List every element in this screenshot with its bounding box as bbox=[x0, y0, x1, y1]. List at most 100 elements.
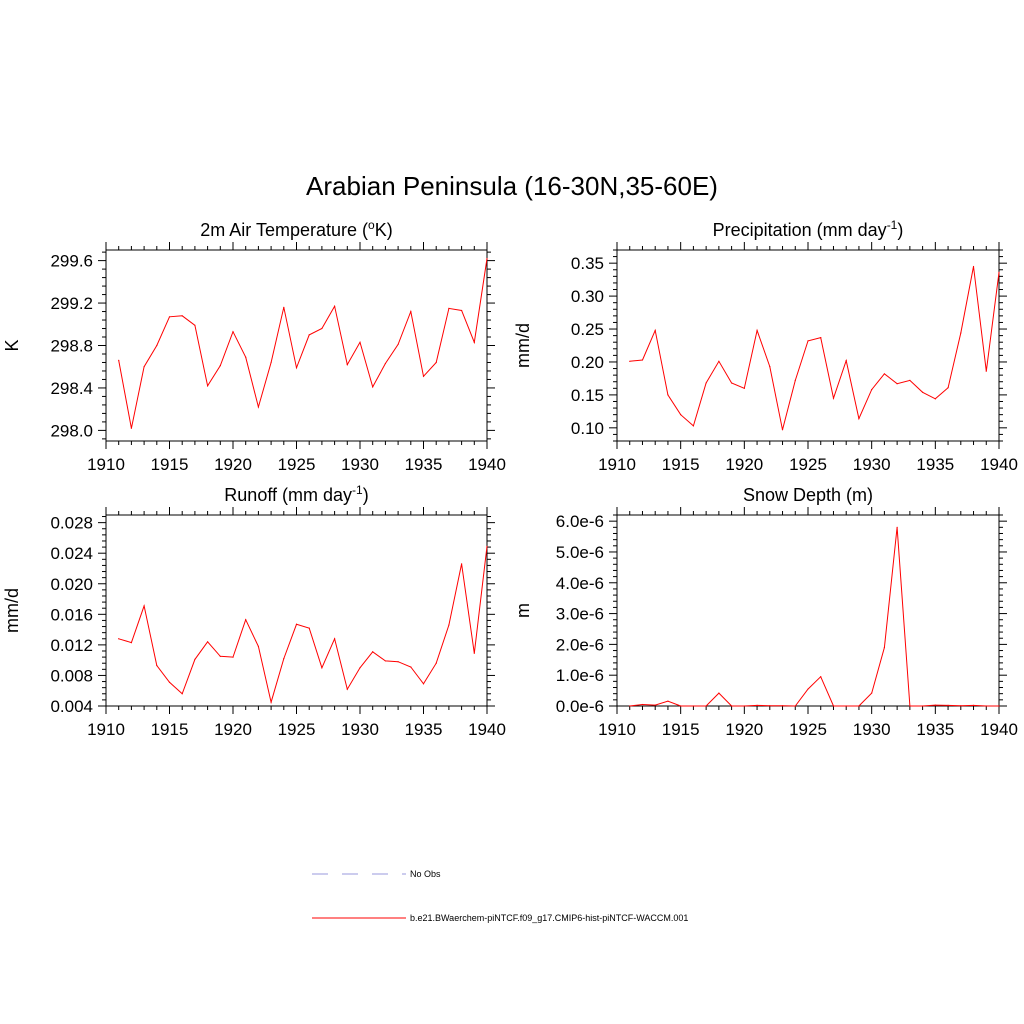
data-point bbox=[334, 638, 336, 640]
y-tick-label: 0.028 bbox=[50, 514, 93, 533]
y-axis-label: mm/d bbox=[513, 323, 533, 368]
data-point bbox=[832, 705, 835, 707]
data-point bbox=[769, 365, 771, 368]
data-point bbox=[143, 605, 145, 607]
data-point bbox=[756, 704, 758, 706]
x-tick-label: 1920 bbox=[214, 720, 252, 739]
data-point bbox=[743, 387, 745, 389]
y-tick-label: 6.0e-6 bbox=[556, 512, 604, 531]
data-point bbox=[321, 667, 323, 669]
data-point bbox=[909, 705, 911, 707]
data-point bbox=[397, 343, 399, 346]
y-tick-label: 0.15 bbox=[571, 386, 604, 405]
data-point bbox=[245, 619, 247, 621]
data-point bbox=[718, 360, 720, 362]
x-tick-label: 1920 bbox=[725, 720, 763, 739]
x-tick-label: 1935 bbox=[916, 455, 954, 474]
data-point bbox=[731, 382, 733, 384]
x-tick-label: 1940 bbox=[980, 455, 1018, 474]
data-point bbox=[896, 383, 898, 385]
y-tick-label: 5.0e-6 bbox=[556, 543, 604, 562]
data-point bbox=[718, 692, 720, 694]
x-tick-label: 1930 bbox=[853, 720, 891, 739]
data-point bbox=[705, 705, 707, 707]
data-point bbox=[295, 367, 298, 369]
data-point bbox=[118, 638, 120, 640]
data-point bbox=[130, 641, 132, 644]
data-point bbox=[168, 316, 171, 318]
panel-title-superscript: -1 bbox=[887, 218, 898, 232]
y-tick-label: 2.0e-6 bbox=[556, 635, 604, 654]
data-point bbox=[359, 667, 361, 669]
data-point bbox=[845, 705, 847, 707]
data-point bbox=[947, 704, 949, 706]
data-point bbox=[654, 704, 656, 706]
data-point bbox=[871, 692, 873, 694]
data-point bbox=[667, 700, 669, 702]
data-point bbox=[181, 693, 183, 695]
data-point bbox=[283, 306, 285, 308]
x-tick-label: 1915 bbox=[151, 720, 189, 739]
x-tick-label: 1940 bbox=[468, 455, 506, 474]
data-point bbox=[219, 655, 221, 657]
panel-title: Snow Depth (m) bbox=[743, 485, 873, 505]
data-point bbox=[629, 705, 631, 707]
x-tick-label: 1935 bbox=[916, 720, 954, 739]
data-point bbox=[194, 324, 196, 326]
data-point bbox=[947, 387, 949, 389]
x-tick-label: 1925 bbox=[278, 455, 316, 474]
panel-title-superscript: o bbox=[368, 218, 375, 232]
panel-3: 1910 1915 1920 1925 1930 1935 1940 0.004 0.008 0.… bbox=[2, 483, 506, 739]
data-point bbox=[985, 370, 987, 372]
panel-1: 1910 1915 1920 1925 1930 1935 1940 298.0 298.4 29… bbox=[2, 218, 506, 474]
data-point bbox=[883, 646, 886, 649]
x-tick-label: 1925 bbox=[789, 455, 827, 474]
data-point bbox=[807, 340, 809, 342]
data-point bbox=[448, 307, 450, 309]
data-point bbox=[871, 389, 873, 391]
data-point bbox=[143, 366, 145, 368]
data-point bbox=[794, 705, 796, 707]
panel-title-text: Snow Depth (m) bbox=[743, 485, 873, 505]
data-point bbox=[858, 418, 860, 420]
data-point bbox=[207, 385, 209, 387]
data-point bbox=[321, 327, 323, 330]
data-point bbox=[934, 398, 936, 400]
x-tick-label: 1940 bbox=[468, 720, 506, 739]
data-point bbox=[654, 329, 656, 331]
data-point bbox=[473, 652, 475, 654]
y-tick-label: 0.30 bbox=[571, 287, 604, 306]
data-point bbox=[461, 563, 463, 565]
data-point bbox=[270, 361, 272, 364]
y-tick-label: 299.2 bbox=[50, 294, 93, 313]
x-tick-label: 1915 bbox=[662, 455, 700, 474]
data-point bbox=[346, 364, 348, 366]
data-point bbox=[692, 425, 695, 427]
data-point bbox=[883, 373, 886, 375]
data-point bbox=[667, 394, 669, 396]
data-point bbox=[397, 661, 399, 663]
data-point bbox=[308, 334, 310, 336]
y-tick-label: 0.020 bbox=[50, 575, 93, 594]
data-point bbox=[181, 315, 183, 317]
data-point bbox=[257, 645, 259, 648]
data-point bbox=[960, 705, 962, 707]
data-point bbox=[207, 641, 209, 643]
data-point bbox=[346, 688, 348, 690]
x-tick-label: 1930 bbox=[341, 720, 379, 739]
data-point bbox=[334, 305, 336, 307]
panel-2: 1910 1915 1920 1925 1930 1935 1940 0.10 0.15 0.20… bbox=[513, 218, 1018, 474]
panel-title-text: Precipitation (mm day bbox=[713, 220, 887, 240]
y-tick-label: 3.0e-6 bbox=[556, 605, 604, 624]
x-tick-label: 1935 bbox=[405, 720, 443, 739]
panel-title-end: K) bbox=[375, 220, 393, 240]
plot-frame bbox=[616, 514, 1000, 707]
data-point bbox=[168, 681, 171, 683]
data-point bbox=[629, 360, 631, 362]
data-point bbox=[998, 271, 1000, 273]
data-point bbox=[794, 379, 796, 382]
data-point bbox=[641, 359, 644, 361]
data-point bbox=[781, 705, 784, 707]
legend: No Obs b.e21.BWaerchem-piNTCF.f09_g17.CMI… bbox=[312, 869, 688, 923]
data-point bbox=[680, 705, 682, 707]
